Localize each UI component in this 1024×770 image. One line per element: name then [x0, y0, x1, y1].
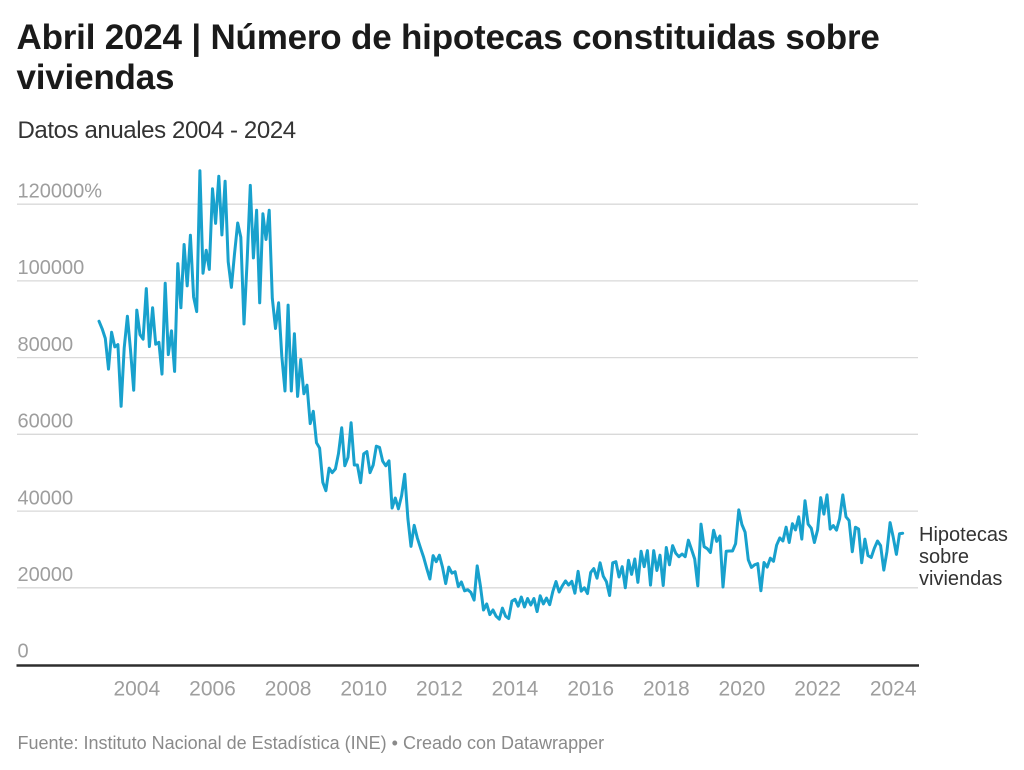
svg-text:80000: 80000	[18, 334, 74, 356]
svg-text:2008: 2008	[265, 678, 312, 701]
svg-text:2006: 2006	[189, 678, 236, 701]
svg-text:2010: 2010	[340, 678, 387, 701]
svg-text:100000: 100000	[18, 257, 85, 279]
svg-text:2016: 2016	[567, 678, 614, 701]
svg-text:20000: 20000	[18, 564, 74, 586]
svg-text:120000%: 120000%	[18, 180, 103, 202]
svg-text:60000: 60000	[18, 411, 74, 433]
svg-text:2018: 2018	[643, 678, 690, 701]
svg-text:2004: 2004	[113, 678, 160, 701]
svg-text:2012: 2012	[416, 678, 463, 701]
svg-text:2014: 2014	[492, 678, 539, 701]
svg-text:40000: 40000	[18, 487, 74, 509]
svg-text:2022: 2022	[794, 678, 841, 701]
svg-text:2020: 2020	[719, 678, 766, 701]
svg-text:0: 0	[18, 641, 29, 663]
svg-text:2024: 2024	[870, 678, 917, 701]
